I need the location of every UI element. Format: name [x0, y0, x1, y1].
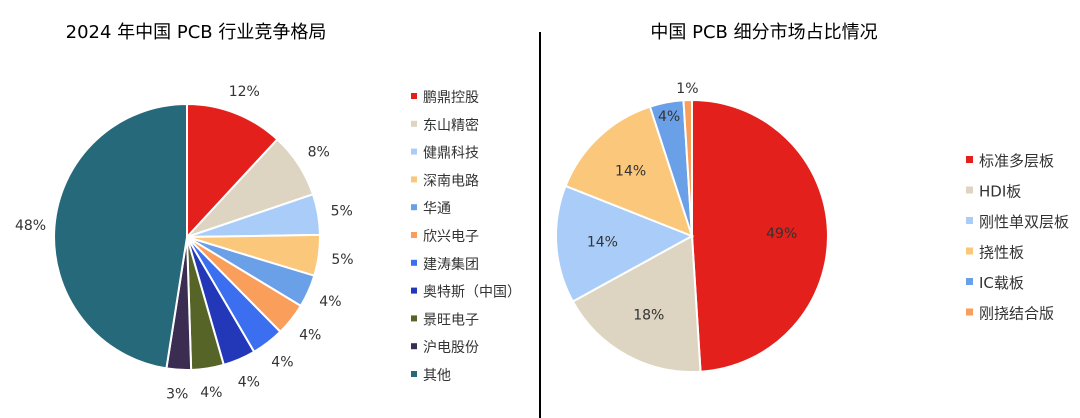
right-slice-5 [682, 98, 693, 237]
left-legend-swatch-6 [411, 259, 417, 266]
left-slice-0 [186, 102, 279, 240]
left-label-1: 8% [308, 145, 330, 161]
right-label-1: 18% [633, 308, 664, 324]
left-legend-swatch-2 [411, 148, 417, 155]
left-legend-label-10: 其他 [423, 368, 451, 384]
left-legend-swatch-1 [411, 120, 417, 127]
right-slice-2 [555, 184, 695, 303]
right-legend-swatch-2 [966, 217, 973, 224]
right-label-3: 14% [615, 164, 646, 180]
right-legend-swatch-1 [966, 186, 973, 194]
right-legend-label-5: 刚挠结合版 [979, 305, 1054, 323]
right-label-5: 1% [676, 81, 698, 97]
right-legend-swatch-5 [966, 308, 973, 316]
pie-right [555, 98, 829, 373]
left-legend-swatch-0 [411, 93, 417, 99]
left-legend-label-6: 建涛集团 [423, 256, 479, 273]
left-legend-label-2: 健鼎科技 [423, 146, 479, 162]
left-legend-swatch-8 [411, 315, 417, 322]
right-legend-swatch-3 [966, 247, 973, 255]
right-label-4: 4% [658, 109, 680, 125]
left-legend-swatch-7 [411, 287, 417, 294]
right-legend-label-0: 标准多层板 [979, 152, 1054, 170]
left-legend-label-4: 华通 [423, 201, 451, 217]
left-label-0: 12% [229, 84, 260, 100]
left-label-10: 48% [15, 218, 46, 234]
right-legend-swatch-0 [966, 156, 973, 163]
pie-right-labels: 49% 18% 14% 14% 4% 1% [587, 81, 797, 324]
chart-title-left: 2024 年中国 PCB 行业竞争格局 [66, 22, 327, 43]
left-legend-label-9: 沪电股份 [423, 340, 479, 356]
left-label-9: 3% [166, 387, 188, 403]
left-label-8: 4% [200, 385, 222, 401]
right-legend-label-2: 刚性单双层板 [979, 213, 1069, 231]
left-legend-label-0: 鹏鼎控股 [423, 90, 479, 106]
left-label-2: 5% [331, 203, 353, 219]
left-label-6: 4% [271, 355, 293, 371]
left-label-7: 4% [238, 374, 260, 390]
left-legend-label-5: 欣兴电子 [423, 229, 479, 245]
pie-left-labels: 12% 8% 5% 5% 4% 4% 4% 4% 4% 3% 48% [15, 84, 354, 403]
right-label-2: 14% [587, 235, 618, 251]
left-legend-swatch-10 [411, 371, 417, 377]
right-slice-0 [691, 98, 829, 373]
chart-title-right: 中国 PCB 细分市场占比情况 [650, 22, 877, 43]
right-slice-1 [571, 234, 702, 373]
left-label-3: 5% [331, 252, 353, 268]
right-legend-label-4: IC载板 [979, 274, 1024, 292]
left-legend-label-7: 奥特斯（中国） [423, 284, 521, 301]
left-legend-label-3: 深南电路 [423, 173, 479, 189]
right-legend-swatch-4 [966, 278, 973, 285]
left-legend-label-1: 东山精密 [423, 117, 479, 134]
pie-left [53, 102, 321, 371]
left-label-4: 4% [319, 294, 341, 310]
left-label-5: 4% [299, 327, 321, 343]
left-slice-10 [53, 102, 188, 370]
left-legend-swatch-5 [411, 232, 417, 238]
right-label-0: 49% [766, 226, 797, 242]
right-legend-label-3: 挠性板 [979, 244, 1024, 262]
right-legend-label-1: HDI板 [979, 183, 1021, 201]
left-legend-swatch-9 [411, 343, 417, 350]
left-legend-swatch-3 [411, 176, 417, 183]
left-legend-label-8: 景旺电子 [423, 312, 479, 328]
left-legend-swatch-4 [411, 204, 417, 211]
